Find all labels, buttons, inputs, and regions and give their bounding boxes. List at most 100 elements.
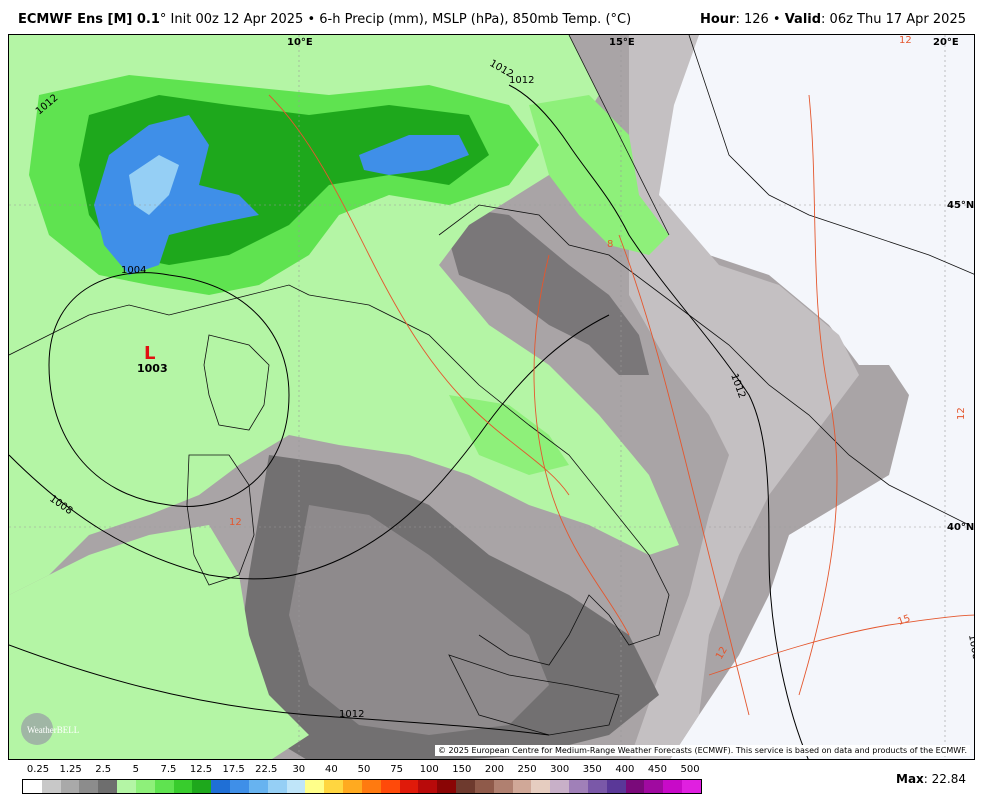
- valid-label: Valid: [784, 12, 822, 27]
- legend-tick: 7.5: [160, 764, 177, 775]
- precip-gray-mid-south: [289, 505, 549, 735]
- precip-light-blue: [129, 155, 179, 215]
- precip-blue: [94, 115, 259, 275]
- colorbar-swatch: [531, 780, 551, 793]
- colorbar-swatch: [663, 780, 682, 793]
- legend-tick: 17.5: [222, 764, 245, 775]
- legend-tick: 75: [390, 764, 403, 775]
- model-name: ECMWF Ens [M] 0.1: [18, 12, 160, 27]
- colorbar-swatch: [437, 780, 457, 793]
- isobar-label: 1004: [121, 265, 146, 276]
- colorbar-swatch: [267, 780, 287, 793]
- colorbar-swatch: [60, 780, 80, 793]
- coastlines: [9, 35, 974, 736]
- precip-light-green-sw: [9, 525, 309, 759]
- colorbar-swatch: [211, 780, 231, 793]
- colorbar-swatch: [173, 780, 193, 793]
- hour-label: Hour: [699, 12, 736, 27]
- title-left: ECMWF Ens [M] 0.1° Init 00z 12 Apr 2025 …: [18, 12, 631, 27]
- precip-gray-light: [629, 35, 859, 759]
- colorbar-swatch: [569, 780, 588, 793]
- isobars: [9, 84, 809, 759]
- isobar-label: 1012: [339, 709, 364, 720]
- legend-tick: 1.25: [59, 764, 82, 775]
- colorbar-swatch: [117, 780, 136, 793]
- temp-label: 12: [229, 517, 242, 528]
- colorbar-swatch: [135, 780, 155, 793]
- legend-tick: 450: [647, 764, 667, 775]
- legend-tick: 30: [292, 764, 306, 775]
- colorbar-swatch: [456, 780, 475, 793]
- temp-label: 12: [956, 407, 967, 420]
- temp-label: 8: [607, 239, 613, 250]
- colorbar-swatch: [512, 780, 532, 793]
- colorbar-swatch: [474, 780, 494, 793]
- legend-tick: 400: [615, 764, 635, 775]
- colorbar-swatch: [230, 780, 249, 793]
- lon-label-10e: 10°E: [287, 37, 313, 48]
- colorbar-swatch: [324, 780, 344, 793]
- precip-gray-dark: [439, 205, 649, 375]
- legend-tick: 40: [325, 764, 338, 775]
- lat-label-40n: 40°N: [947, 522, 974, 533]
- colorbar-swatch: [399, 780, 419, 793]
- precip-blue-north: [359, 135, 469, 175]
- legend-tick: 5: [132, 764, 139, 775]
- isobar-label: 1008: [966, 634, 975, 661]
- colorbar-swatch: [587, 780, 607, 793]
- legend-tick: 50: [357, 764, 371, 775]
- colorbar-swatch: [286, 780, 306, 793]
- legend-tick: 200: [484, 764, 504, 775]
- colorbar-swatch: [644, 780, 664, 793]
- colorbar-swatch: [681, 780, 701, 793]
- colorbar-swatch: [192, 780, 212, 793]
- low-pressure-value: 1003: [137, 362, 168, 375]
- colorbar-swatch: [305, 780, 325, 793]
- lat-label-45n: 45°N: [947, 200, 974, 211]
- legend-tick: 2.5: [95, 764, 112, 775]
- colorbar-swatch: [23, 780, 42, 793]
- colorbar-swatch: [248, 780, 268, 793]
- weatherbell-logo: WeatherBELL: [15, 709, 103, 749]
- colorbar-swatch: [625, 780, 645, 793]
- temperature-contours: [268, 94, 974, 716]
- colorbar-swatch: [79, 780, 99, 793]
- isobar-label: 1012: [509, 75, 534, 86]
- degree-symbol: °: [159, 12, 167, 27]
- legend-tick: 12.5: [189, 764, 213, 775]
- init-text: Init 00z 12 Apr 2025 • 6-h Precip (mm), …: [166, 12, 632, 27]
- colorbar-swatch: [493, 780, 513, 793]
- low-pressure-symbol: L: [144, 343, 155, 364]
- max-value: : 22.84: [923, 772, 966, 786]
- precip-legend: 0.25 1.25 2.5 5 7.5 12.5 17.5 22.5 30 40 50 75 100 15…: [22, 764, 702, 796]
- colorbar-swatch: [361, 780, 381, 793]
- colorbar-swatch: [550, 780, 570, 793]
- legend-tick: 300: [550, 764, 570, 775]
- colorbar-swatch: [98, 780, 118, 793]
- colorbar-swatch: [606, 780, 626, 793]
- colorbar-swatch: [154, 780, 174, 793]
- colorbar-swatch: [380, 780, 400, 793]
- temp-label: 15: [896, 613, 912, 628]
- legend-tick: 350: [582, 764, 602, 775]
- legend-tick: 100: [419, 764, 439, 775]
- legend-colorbar: [22, 779, 702, 794]
- max-label-text: Max: [896, 772, 924, 786]
- map-frame: 10°E 15°E 20°E 45°N 40°N L 1003 1012 101…: [8, 34, 975, 760]
- lon-label-20e: 20°E: [933, 37, 959, 48]
- legend-tick: 22.5: [255, 764, 278, 775]
- legend-tick: 500: [680, 764, 700, 775]
- max-value-label: Max: 22.84: [896, 772, 966, 786]
- colorbar-swatch: [41, 780, 61, 793]
- weather-map: 10°E 15°E 20°E 45°N 40°N L 1003 1012 101…: [9, 35, 975, 759]
- legend-tick: 0.25: [26, 764, 50, 775]
- copyright-notice: © 2025 European Centre for Medium-Range …: [435, 745, 970, 756]
- precip-green-ne: [529, 95, 669, 255]
- legend-tick: 250: [517, 764, 537, 775]
- temp-label: 12: [899, 35, 912, 46]
- colorbar-swatch: [343, 780, 362, 793]
- logo-text: WeatherBELL: [27, 725, 79, 735]
- title-right: Hour: 126 • Valid: 06z Thu 17 Apr 2025: [700, 12, 966, 27]
- lon-label-15e: 15°E: [609, 37, 635, 48]
- valid-value: : 06z Thu 17 Apr 2025: [821, 12, 966, 27]
